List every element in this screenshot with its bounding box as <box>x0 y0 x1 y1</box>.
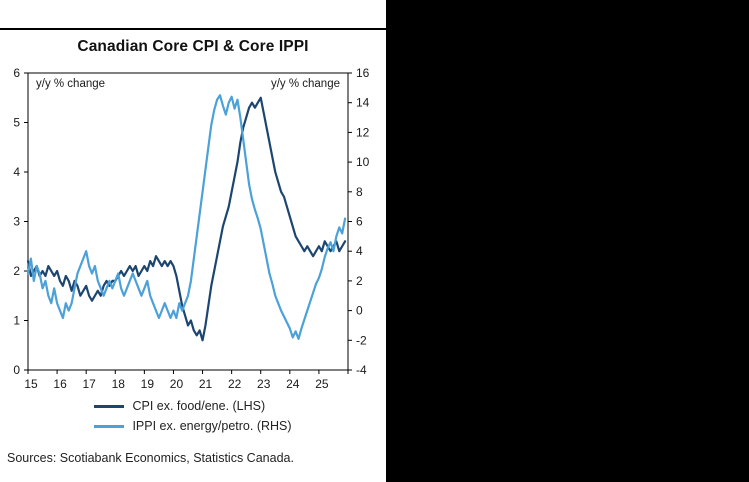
x-axis-tick-label: 19 <box>141 377 155 391</box>
left-axis-tick-label: 4 <box>13 165 20 179</box>
right-axis-note: y/y % change <box>271 78 340 90</box>
right-axis-tick-label: 8 <box>356 185 363 199</box>
x-axis-tick-label: 18 <box>112 377 126 391</box>
x-axis-tick-label: 22 <box>228 377 242 391</box>
top-divider <box>0 28 386 30</box>
x-axis-tick-label: 24 <box>286 377 300 391</box>
right-axis-tick-label: 2 <box>356 274 363 288</box>
right-axis-tick-label: -4 <box>356 363 367 377</box>
right-axis-tick-label: 16 <box>356 66 370 80</box>
left-axis-tick-label: 0 <box>13 363 20 377</box>
black-region <box>386 0 749 482</box>
right-axis-tick-label: -2 <box>356 333 367 347</box>
chart-panel: Canadian Core CPI & Core IPPI 0 1 2 3 4 5 6 -4-… <box>0 0 386 482</box>
ippi-line <box>26 94 347 340</box>
cpi-line <box>26 96 347 342</box>
right-axis-tick-label: 4 <box>356 244 363 258</box>
left-axis-tick-label: 2 <box>13 264 20 278</box>
right-axis-tick-label: 10 <box>356 155 370 169</box>
legend-item-ippi: IPPI ex. energy/petro. (RHS) <box>94 419 292 433</box>
x-axis-tick-label: 25 <box>315 377 329 391</box>
left-axis-note: y/y % change <box>36 78 105 90</box>
right-axis-tick-label: 12 <box>356 125 370 139</box>
sources-note: Sources: Scotiabank Economics, Statistic… <box>7 451 294 465</box>
right-axis-tick-label: 0 <box>356 304 363 318</box>
left-axis-tick-label: 1 <box>13 314 20 328</box>
legend-block: CPI ex. food/ene. (LHS) IPPI ex. energy/… <box>94 399 292 433</box>
ippi-line-swatch <box>94 424 125 428</box>
left-axis-tick-label: 6 <box>13 66 20 80</box>
x-axis-tick-label: 16 <box>53 377 67 391</box>
legend-label-cpi: CPI ex. food/ene. (LHS) <box>132 399 266 413</box>
x-axis-tick-label: 20 <box>170 377 184 391</box>
left-axis-tick-label: 3 <box>13 215 20 229</box>
left-axis-tick-label: 5 <box>13 116 20 130</box>
right-axis-tick-label: 6 <box>356 215 363 229</box>
x-axis-tick-label: 21 <box>199 377 213 391</box>
cpi-line-swatch <box>94 404 125 408</box>
chart-title: Canadian Core CPI & Core IPPI <box>77 38 309 55</box>
legend-item-cpi: CPI ex. food/ene. (LHS) <box>94 399 265 413</box>
x-axis-tick-label: 15 <box>24 377 38 391</box>
x-axis-tick-label: 17 <box>83 377 97 391</box>
right-axis-tick-label: 14 <box>356 96 370 110</box>
legend: CPI ex. food/ene. (LHS) IPPI ex. energy/… <box>0 399 386 433</box>
legend-label-ippi: IPPI ex. energy/petro. (RHS) <box>132 419 292 433</box>
x-axis-tick-label: 23 <box>257 377 271 391</box>
